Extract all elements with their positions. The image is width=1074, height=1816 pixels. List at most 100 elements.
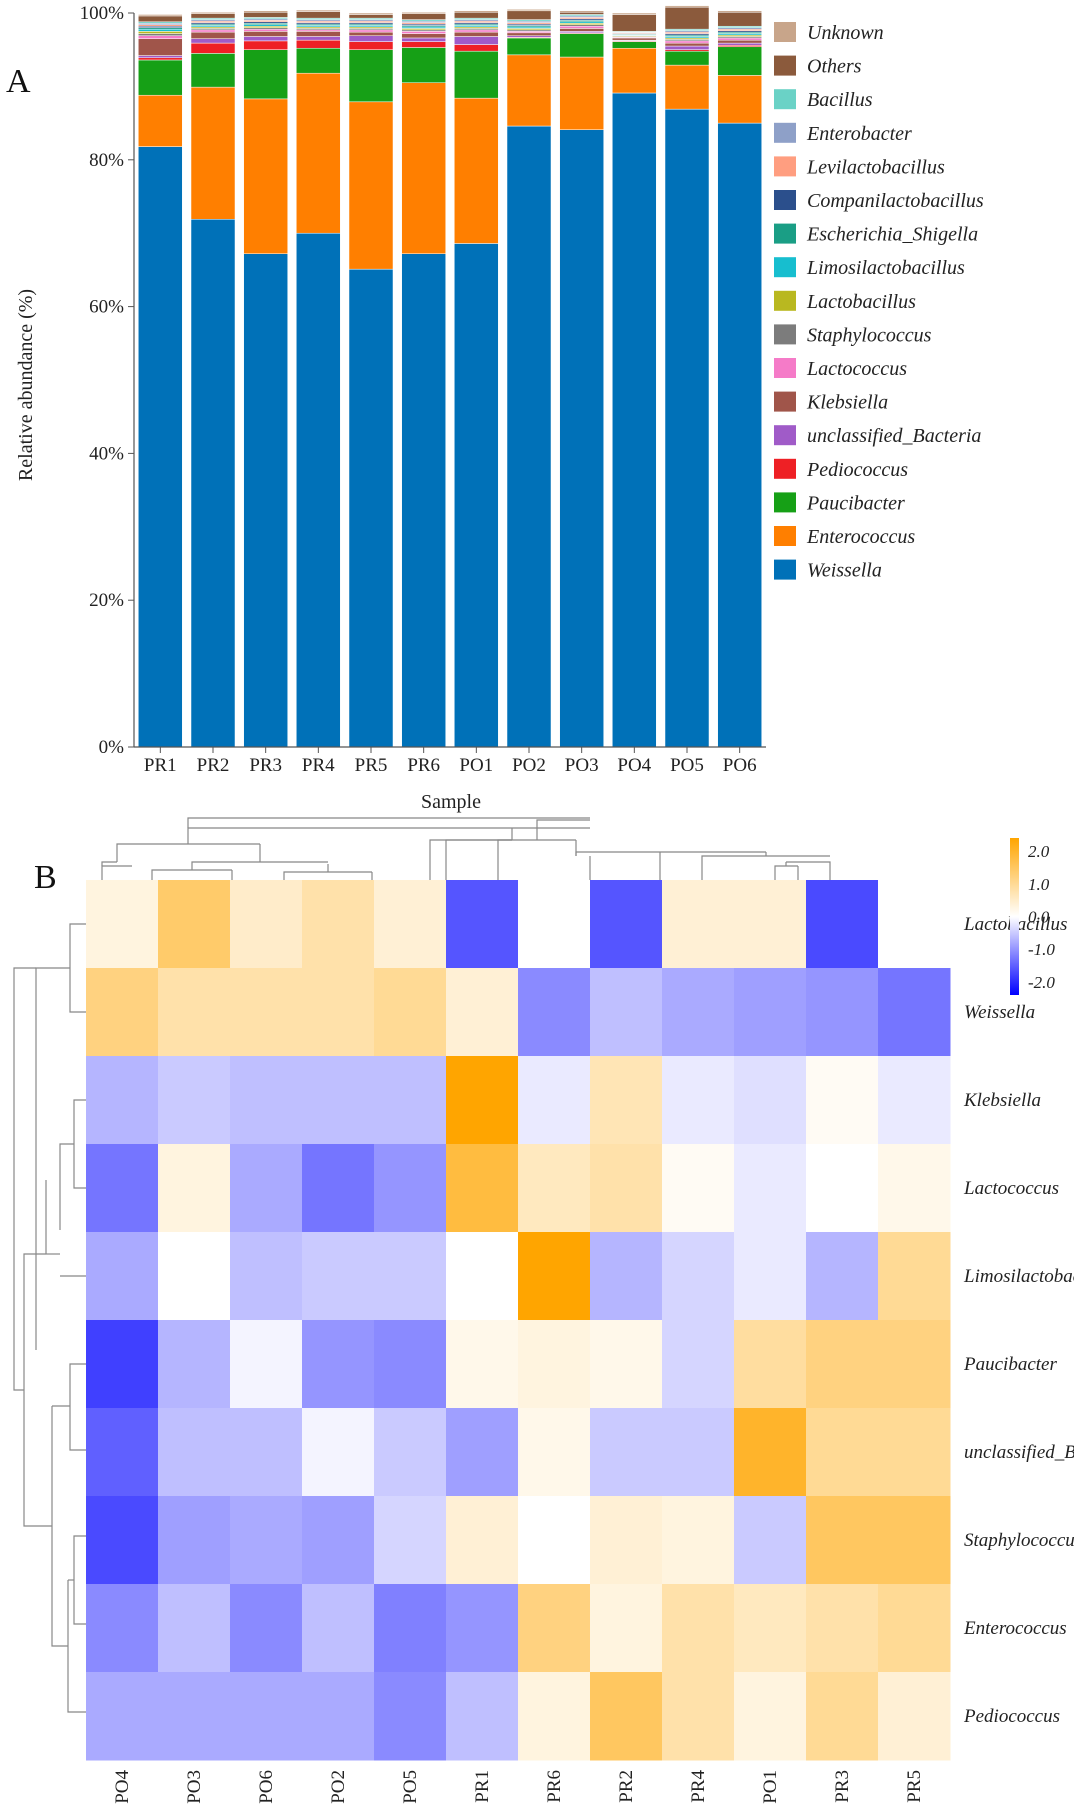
bar-segment: [506, 54, 552, 127]
bar-segment: [664, 108, 710, 748]
heatmap-cell: [734, 1584, 807, 1673]
heatmap-cell: [374, 1320, 447, 1409]
bar-segment: [717, 39, 762, 44]
bar-segment: [612, 37, 657, 41]
panel-a-stacked-bar-chart: A Relative abundance (%) Sample PR1 PR2 PR…: [6, 3, 984, 813]
heatmap-cell: [446, 1408, 519, 1497]
heatmap-cell: [806, 1232, 879, 1321]
heatmap-column-label: PR5: [904, 1770, 925, 1803]
heatmap-column-label: PO1: [760, 1770, 781, 1804]
colorbar-tick-label: -2.0: [1028, 973, 1055, 992]
heatmap-column-label: PO4: [112, 1770, 133, 1804]
legend-swatch: [774, 55, 796, 76]
colorbar: 2.0 1.0 0.0 -1.0 -2.0: [1010, 838, 1055, 995]
bar-segment: [401, 82, 446, 255]
y-tick-label: 40%: [89, 443, 124, 464]
heatmap-cell: [374, 968, 447, 1057]
bar-segment: [348, 41, 394, 50]
heatmap-cell: [662, 1320, 735, 1409]
heatmap-row-labels: LactobacillusWeissellaKlebsiellaLactococ…: [963, 914, 1074, 1727]
legend-swatch: [774, 391, 796, 412]
legend-label: Paucibacter: [806, 492, 905, 514]
bar-segment: [664, 45, 710, 50]
x-tick-label: PO4: [617, 755, 651, 776]
bar-segment: [296, 9, 341, 12]
heatmap-column-label: PR2: [616, 1770, 637, 1803]
heatmap-cell: [806, 1056, 879, 1145]
bar-segment: [243, 49, 288, 100]
heatmap-cell: [806, 1144, 879, 1233]
bar-segment: [454, 12, 499, 19]
legend-label: Others: [807, 56, 862, 78]
heatmap-cell: [302, 880, 375, 969]
bar-segment: [717, 122, 762, 748]
heatmap-cell: [374, 1056, 447, 1145]
bar-segment: [506, 37, 552, 56]
heatmap-cell: [518, 1320, 591, 1409]
heatmap-cell: [230, 1672, 303, 1761]
heatmap-cell: [374, 1672, 447, 1761]
bar-segment: [138, 28, 183, 32]
legend-label: Pediococcus: [806, 459, 908, 481]
heatmap-cell: [158, 1496, 231, 1585]
panel-a-label: A: [6, 63, 31, 100]
legend-swatch: [774, 492, 796, 513]
heatmap-cell: [158, 1144, 231, 1233]
heatmap-cell: [302, 1408, 375, 1497]
bar-segment: [348, 14, 394, 19]
bar-segment: [401, 253, 446, 748]
colorbar-bar: [1010, 838, 1019, 995]
heatmap-cell: [806, 1320, 879, 1409]
bar-segment: [559, 28, 604, 32]
bar-segment: [190, 219, 236, 748]
y-tick-label: 60%: [89, 297, 124, 318]
legend-label: Staphylococcus: [807, 324, 932, 346]
heatmap-cell: [230, 1496, 303, 1585]
bar-segment: [243, 40, 288, 50]
heatmap-cell: [806, 1672, 879, 1761]
bar-segment: [190, 31, 236, 39]
heatmap-cell: [518, 1144, 591, 1233]
legend-label: Limosilactobacillus: [806, 257, 965, 279]
legend-swatch: [774, 526, 796, 546]
heatmap-column-label: PO3: [184, 1770, 205, 1804]
colorbar-tick-label: 0.0: [1028, 908, 1050, 927]
panel-b-heatmap: B: [13, 817, 1074, 1804]
heatmap-cell: [446, 1056, 519, 1145]
legend-label: Enterococcus: [806, 526, 915, 548]
heatmap-cell: [86, 1144, 159, 1233]
heatmap-cell: [590, 1320, 663, 1409]
y-tick-label: 20%: [89, 590, 124, 611]
bar-segment: [190, 38, 236, 44]
heatmap-cell: [590, 880, 663, 969]
bar-segment: [243, 31, 288, 37]
bar-segment: [348, 35, 394, 42]
legend-swatch: [774, 458, 796, 479]
heatmap-column-label: PR4: [688, 1770, 709, 1803]
legend-swatch: [774, 324, 796, 345]
heatmap-cell: [590, 1232, 663, 1321]
bar-segment: [664, 64, 710, 110]
bar-segment: [190, 42, 236, 54]
bar-segment: [717, 10, 762, 13]
heatmap-column-label: PO2: [328, 1770, 349, 1804]
x-tick-label: PO5: [670, 755, 704, 776]
heatmap-column-label: PR3: [832, 1770, 853, 1803]
heatmap-cell: [734, 1144, 807, 1233]
heatmap-row-label: Paucibacter: [963, 1354, 1057, 1375]
heatmap-cell: [662, 1496, 735, 1585]
x-tick-label: PR3: [249, 755, 282, 776]
heatmap-cell: [662, 1584, 735, 1673]
legend-swatch: [774, 156, 796, 177]
legend-label: Weissella: [807, 560, 882, 582]
bar-segment: [454, 36, 499, 45]
heatmap-cell: [230, 880, 303, 969]
heatmap-cell: [662, 968, 735, 1057]
heatmap-row-label: Limosilactobacillus: [963, 1266, 1074, 1287]
bar-segment: [401, 41, 446, 48]
panel-b-label: B: [34, 859, 57, 896]
heatmap-row-label: Enterococcus: [963, 1618, 1067, 1639]
x-tick-label: PO1: [459, 755, 493, 776]
bar-segment: [401, 13, 446, 20]
heatmap-cell: [302, 1144, 375, 1233]
